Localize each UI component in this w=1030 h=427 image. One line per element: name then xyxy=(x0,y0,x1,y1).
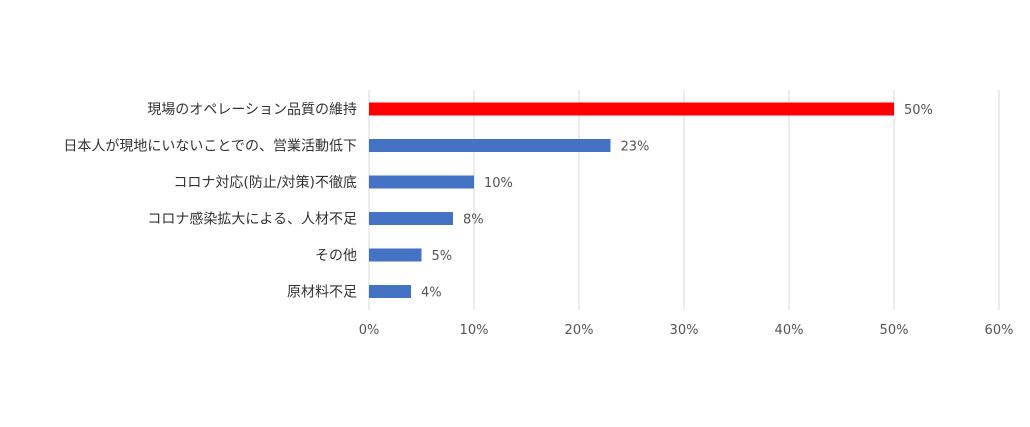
category-label: コロナ感染拡大による、人材不足 xyxy=(147,211,357,228)
category-label: コロナ対応(防止/対策)不徹底 xyxy=(173,174,357,191)
bar xyxy=(369,212,453,225)
data-label: 10% xyxy=(484,176,513,191)
bar xyxy=(369,139,611,152)
data-label: 23% xyxy=(621,140,650,155)
x-tick-label: 50% xyxy=(880,323,909,338)
bar xyxy=(369,102,894,116)
data-label: 4% xyxy=(421,286,442,301)
category-label: 現場のオペレーション品質の維持 xyxy=(147,102,357,118)
category-label: 原材料不足 xyxy=(287,285,357,301)
category-label: 日本人が現地にいないことでの、営業活動低下 xyxy=(63,139,357,155)
x-tick-label: 30% xyxy=(670,323,699,338)
x-tick-label: 10% xyxy=(460,323,489,338)
data-label: 8% xyxy=(463,213,484,228)
category-label: その他 xyxy=(315,248,357,264)
bar xyxy=(369,285,411,298)
x-tick-label: 60% xyxy=(985,323,1014,338)
bar xyxy=(369,175,474,189)
data-label: 5% xyxy=(432,249,453,264)
x-tick-label: 20% xyxy=(565,323,594,338)
x-tick-label: 40% xyxy=(775,323,804,338)
x-tick-label: 0% xyxy=(359,323,380,338)
bar xyxy=(369,248,422,262)
data-label: 50% xyxy=(904,103,933,118)
